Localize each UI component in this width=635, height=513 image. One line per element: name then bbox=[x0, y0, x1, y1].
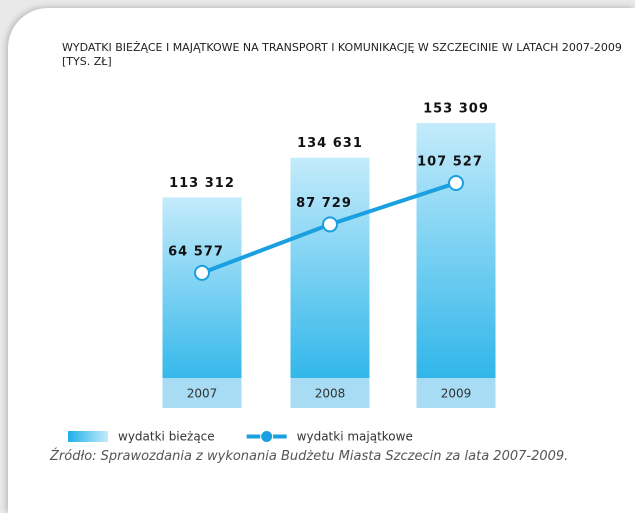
x-tick-label: 2007 bbox=[187, 387, 218, 401]
bar bbox=[290, 157, 370, 408]
bar-value-label: 134 631 bbox=[297, 136, 363, 151]
line-marker bbox=[322, 216, 338, 233]
line-marker bbox=[448, 175, 464, 191]
category-band bbox=[290, 378, 370, 408]
line-value-label: 107 527 bbox=[417, 155, 483, 170]
source-note: Źródło: Sprawozdania z wykonania Budżetu… bbox=[50, 449, 569, 464]
chart-title: WYDATKI BIEŻĄCE I MAJĄTKOWE NA TRANSPORT… bbox=[62, 41, 622, 68]
category-band bbox=[162, 378, 242, 408]
line-marker bbox=[194, 264, 210, 281]
line-value-label: 87 729 bbox=[296, 196, 352, 211]
category-band bbox=[416, 378, 496, 408]
bar-value-label: 113 312 bbox=[169, 176, 235, 191]
legend-label: wydatki majątkowe bbox=[297, 430, 413, 444]
line-value-label: 64 577 bbox=[168, 244, 224, 259]
bar bbox=[162, 197, 242, 408]
legend-marker bbox=[260, 430, 274, 443]
bar-value-label: 153 309 bbox=[423, 102, 489, 117]
bar bbox=[416, 123, 496, 408]
x-tick-label: 2009 bbox=[441, 387, 472, 401]
x-tick-label: 2008 bbox=[315, 387, 346, 401]
legend-swatch bbox=[68, 431, 108, 442]
legend-label: wydatki bieżące bbox=[118, 430, 215, 444]
